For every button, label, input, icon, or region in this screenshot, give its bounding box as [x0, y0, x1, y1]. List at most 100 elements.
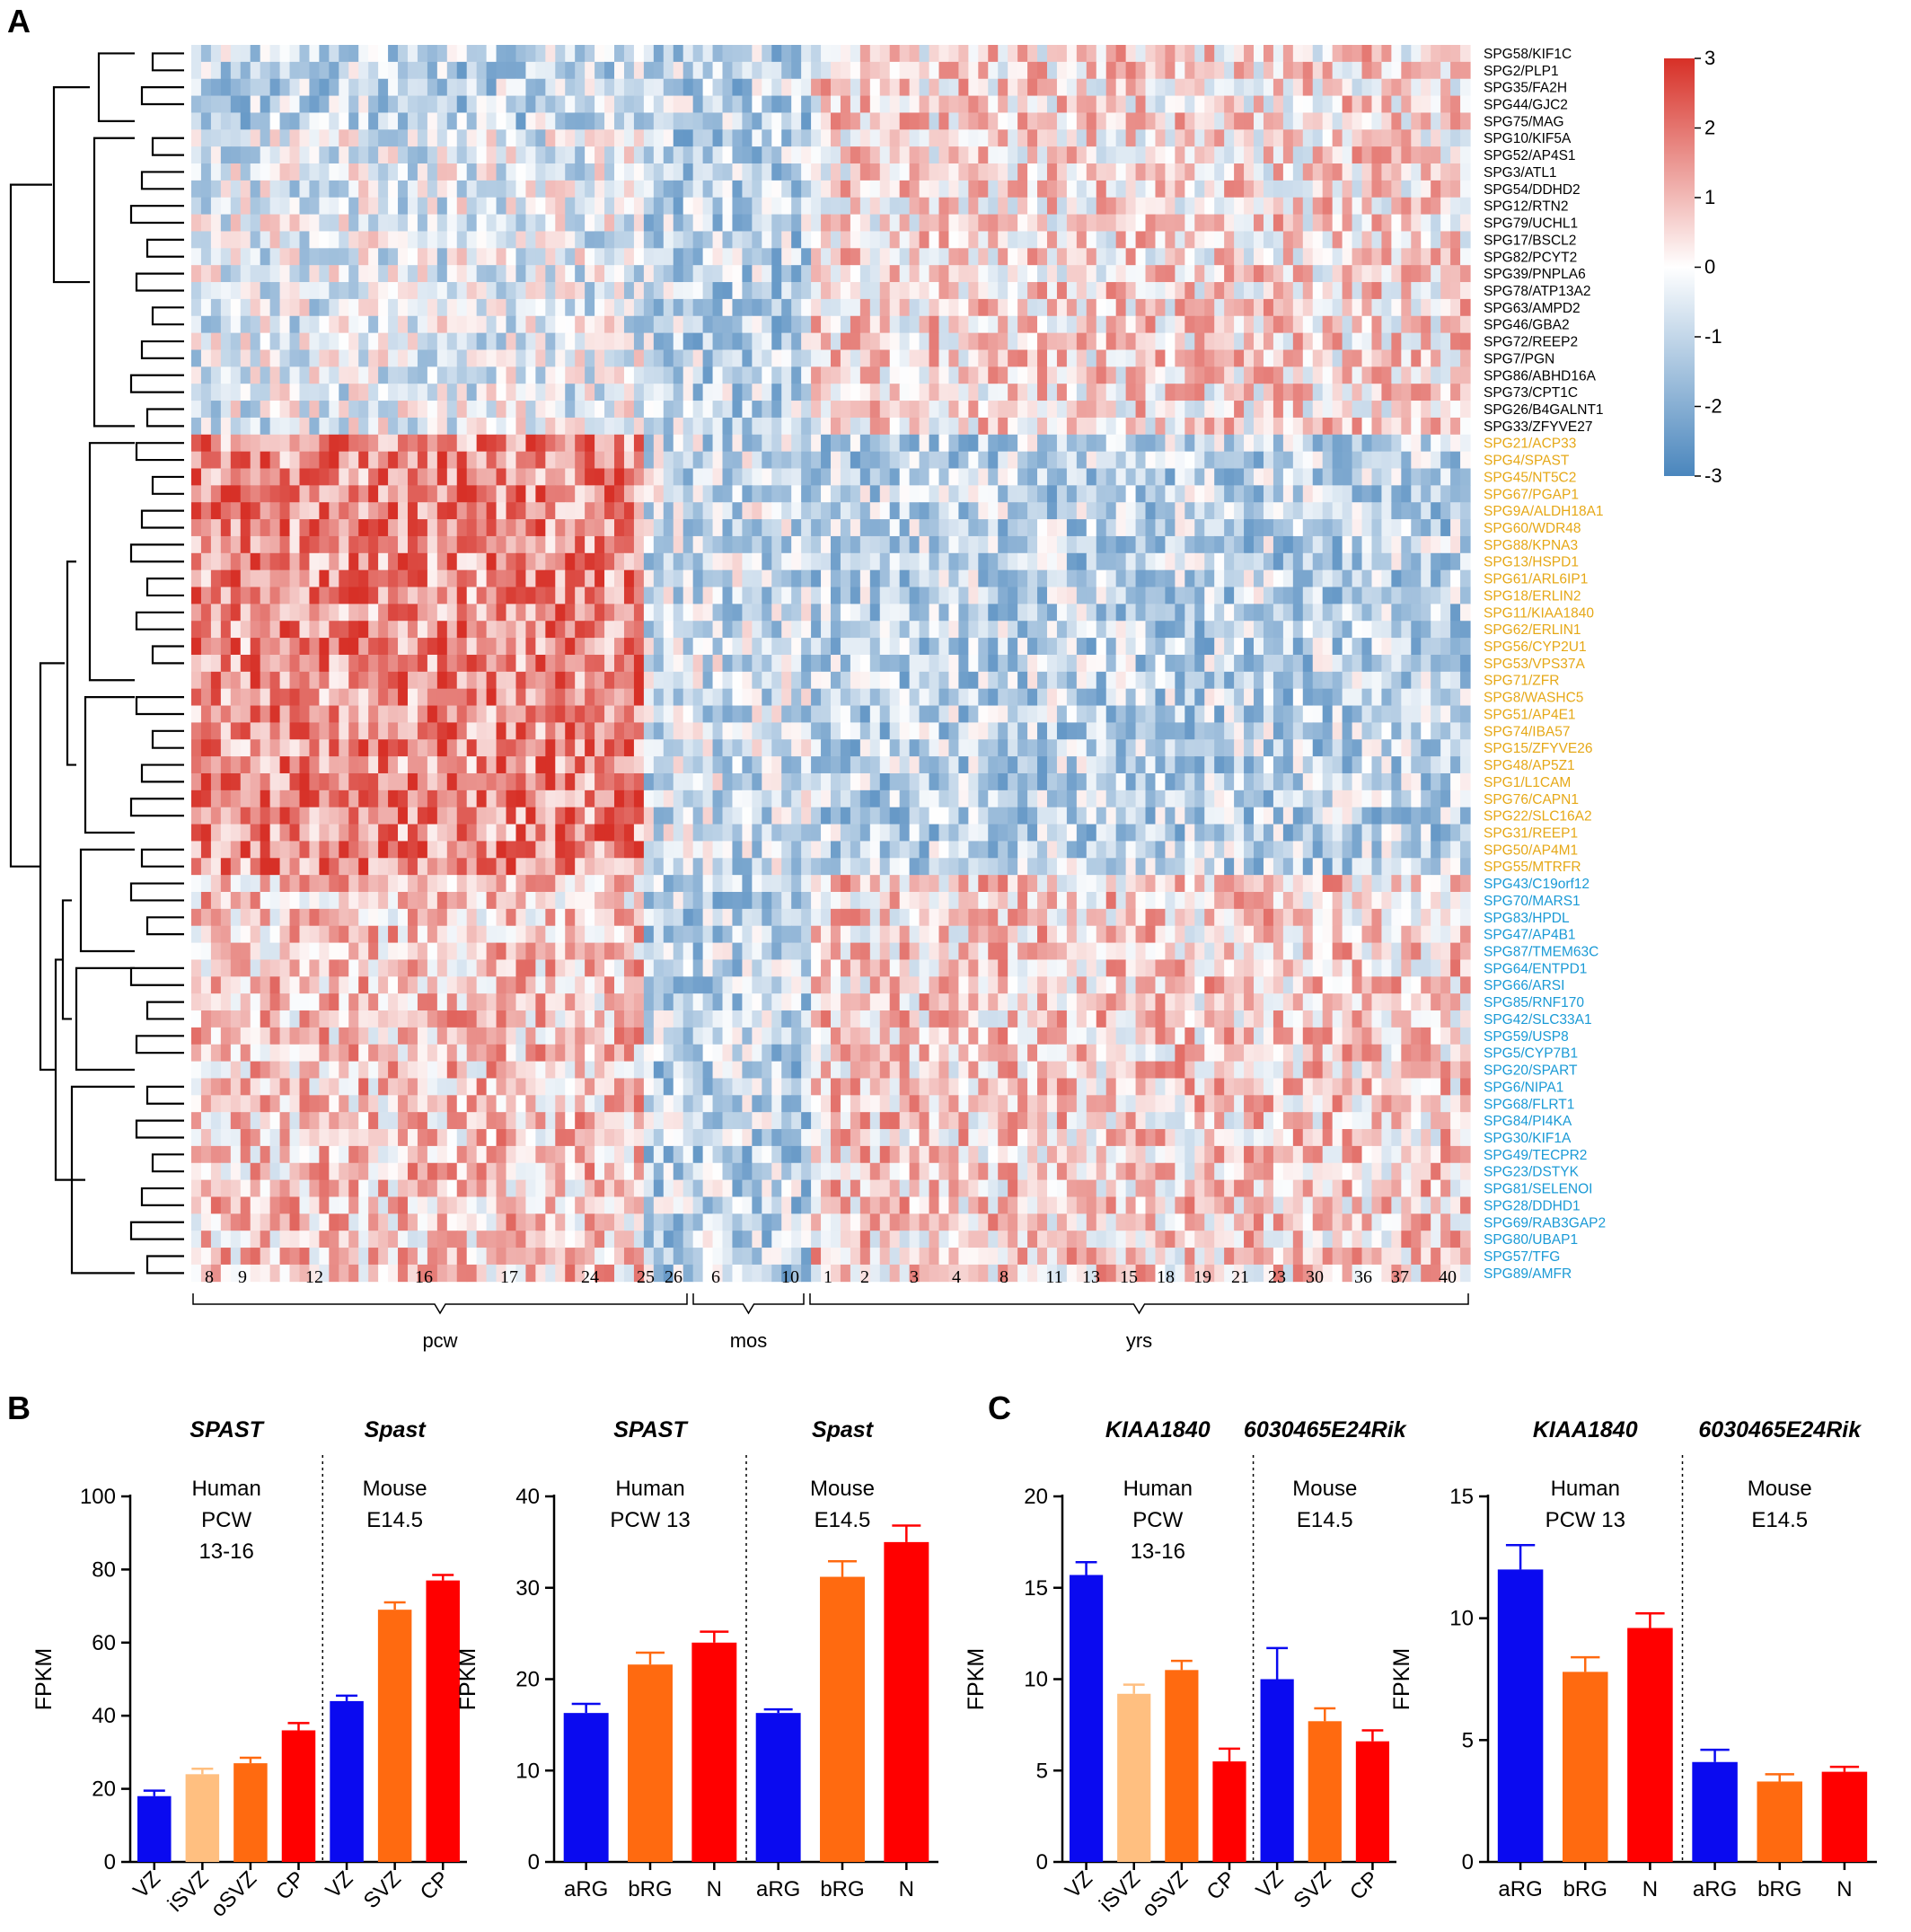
- heatmap-cell: [978, 638, 989, 656]
- heatmap-cell: [456, 349, 468, 367]
- heatmap-cell: [545, 282, 556, 300]
- heatmap-cell: [348, 332, 359, 350]
- heatmap-cell: [1254, 434, 1264, 453]
- heatmap-cell: [1086, 95, 1097, 113]
- heatmap-cell: [446, 332, 458, 350]
- heatmap-cell: [1096, 417, 1107, 436]
- heatmap-cell: [791, 197, 802, 215]
- heatmap-cell: [1066, 401, 1078, 419]
- heatmap-cell: [633, 434, 645, 453]
- heatmap-cell: [1017, 95, 1028, 113]
- heatmap-cell: [1135, 349, 1147, 367]
- heatmap-cell: [1204, 315, 1215, 334]
- heatmap-cell: [1056, 485, 1068, 503]
- heatmap-cell: [279, 349, 291, 367]
- heatmap-cell: [801, 45, 812, 63]
- heatmap-cell: [1244, 451, 1255, 469]
- heatmap-cell: [309, 604, 320, 622]
- heatmap-cell: [663, 282, 674, 300]
- heatmap-cell: [1401, 129, 1412, 147]
- heatmap-cell: [446, 401, 458, 419]
- heatmap-cell: [476, 569, 488, 587]
- heatmap-cell: [388, 604, 399, 622]
- heatmap-cell: [191, 129, 202, 147]
- heatmap-cell: [594, 587, 605, 604]
- heatmap-cell: [535, 519, 546, 537]
- heatmap-cell: [1440, 265, 1451, 283]
- heatmap-cell: [1175, 552, 1185, 571]
- heatmap-cell: [515, 569, 527, 587]
- heatmap-cell: [1234, 401, 1245, 419]
- heatmap-cell: [1302, 401, 1314, 419]
- heatmap-cell: [594, 197, 605, 215]
- heatmap-cell: [1214, 401, 1225, 419]
- heatmap-cell: [565, 654, 576, 673]
- heatmap-cell: [1391, 587, 1402, 604]
- heatmap-cell: [988, 587, 999, 604]
- heatmap-cell: [988, 265, 999, 283]
- heatmap-cell: [446, 231, 458, 249]
- heatmap-cell: [378, 265, 389, 283]
- heatmap-cell: [476, 417, 488, 436]
- heatmap-cell: [506, 384, 517, 401]
- heatmap-cell: [712, 248, 724, 266]
- heatmap-cell: [1411, 569, 1422, 587]
- heatmap-cell: [732, 366, 744, 384]
- heatmap-cell: [486, 401, 498, 419]
- heatmap-cell: [811, 569, 822, 587]
- heatmap-cell: [1450, 654, 1461, 673]
- heatmap-cell: [1066, 384, 1078, 401]
- heatmap-cell: [771, 587, 782, 604]
- heatmap-cell: [407, 638, 418, 656]
- heatmap-cell: [1254, 146, 1264, 164]
- heatmap-cell: [250, 638, 261, 656]
- heatmap-cell: [623, 146, 635, 164]
- heatmap-cell: [673, 163, 684, 181]
- heatmap-cell: [388, 366, 399, 384]
- heatmap-cell: [1096, 265, 1107, 283]
- heatmap-cell: [545, 519, 556, 537]
- heatmap-cell: [692, 604, 704, 622]
- heatmap-cell: [604, 197, 615, 215]
- heatmap-cell: [1135, 146, 1147, 164]
- heatmap-cell: [200, 129, 212, 147]
- heatmap-cell: [653, 265, 665, 283]
- heatmap-cell: [840, 78, 851, 96]
- heatmap-cell: [200, 552, 212, 571]
- heatmap-cell: [643, 417, 655, 436]
- heatmap-cell: [1431, 401, 1441, 419]
- heatmap-cell: [919, 552, 930, 571]
- heatmap-cell: [653, 417, 665, 436]
- heatmap-cell: [653, 384, 665, 401]
- heatmap-cell: [1450, 638, 1461, 656]
- heatmap-cell: [1234, 214, 1245, 232]
- heatmap-cell: [663, 180, 674, 198]
- heatmap-cell: [506, 485, 517, 503]
- heatmap-cell: [1263, 332, 1274, 350]
- heatmap-cell: [378, 61, 389, 80]
- heatmap-cell: [702, 366, 714, 384]
- heatmap-cell: [633, 231, 645, 249]
- heatmap-cell: [1125, 519, 1137, 537]
- heatmap-cell: [889, 417, 901, 436]
- heatmap-cell: [988, 434, 999, 453]
- heatmap-cell: [191, 569, 202, 587]
- heatmap-cell: [1381, 146, 1392, 164]
- heatmap-cell: [585, 451, 595, 469]
- heatmap-cell: [1460, 315, 1471, 334]
- heatmap-cell: [958, 61, 969, 80]
- heatmap-cell: [1312, 349, 1324, 367]
- heatmap-cell: [1322, 519, 1334, 537]
- heatmap-cell: [1046, 552, 1058, 571]
- heatmap-cell: [388, 552, 399, 571]
- heatmap-cell: [1046, 112, 1058, 130]
- heatmap-cell: [555, 502, 566, 520]
- heatmap-cell: [850, 485, 861, 503]
- heatmap-cell: [329, 231, 339, 249]
- heatmap-cell: [604, 112, 615, 130]
- heatmap-cell: [879, 401, 891, 419]
- heatmap-cell: [762, 654, 772, 673]
- heatmap-cell: [811, 519, 822, 537]
- heatmap-cell: [348, 654, 359, 673]
- heatmap-cell: [309, 231, 320, 249]
